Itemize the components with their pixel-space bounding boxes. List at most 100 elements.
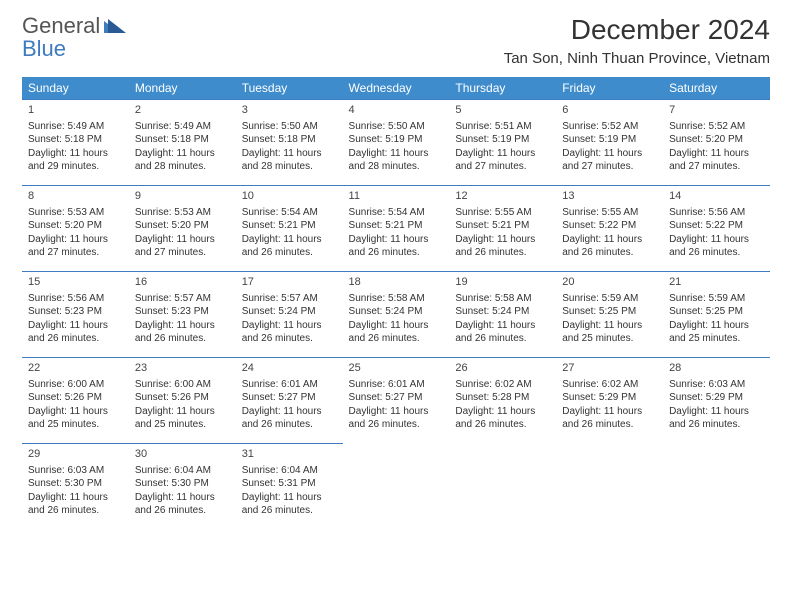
sunrise-line: Sunrise: 5:52 AM	[562, 120, 657, 134]
calendar-day-cell: 14Sunrise: 5:56 AMSunset: 5:22 PMDayligh…	[663, 186, 770, 272]
day-number: 15	[28, 275, 123, 290]
sunset-line: Sunset: 5:18 PM	[242, 133, 337, 147]
calendar-day-cell: 27Sunrise: 6:02 AMSunset: 5:29 PMDayligh…	[556, 358, 663, 444]
calendar-day-cell: 23 Sunrise: 6:00 AMSunset: 5:26 PMDayligh…	[129, 358, 236, 444]
day-number: 17	[242, 275, 337, 290]
daylight-line: Daylight: 11 hours and 26 minutes.	[669, 233, 764, 260]
calendar-day-cell: 12Sunrise: 5:55 AMSunset: 5:21 PMDayligh…	[449, 186, 556, 272]
sunset-line: Sunset: 5:23 PM	[28, 305, 123, 319]
sunrise-line: Sunrise: 6:04 AM	[242, 464, 337, 478]
day-number: 8	[28, 189, 123, 204]
calendar-day-cell: 16Sunrise: 5:57 AMSunset: 5:23 PMDayligh…	[129, 272, 236, 358]
daylight-line: Daylight: 11 hours and 26 minutes.	[455, 233, 550, 260]
calendar-day-cell: 31Sunrise: 6:04 AMSunset: 5:31 PMDayligh…	[236, 444, 343, 530]
sunrise-line: Sunrise: 5:55 AM	[562, 206, 657, 220]
day-number: 24	[242, 361, 337, 376]
day-number: 23	[135, 361, 230, 376]
sunrise-line: Sunrise: 5:53 AM	[28, 206, 123, 220]
day-header: Sunday	[22, 77, 129, 100]
calendar-day-cell: 2Sunrise: 5:49 AMSunset: 5:18 PMDaylight…	[129, 100, 236, 186]
sunrise-line: Sunrise: 6:00 AM	[135, 378, 230, 392]
day-number: 13	[562, 189, 657, 204]
calendar-day-cell: 1Sunrise: 5:49 AMSunset: 5:18 PMDaylight…	[22, 100, 129, 186]
sunset-line: Sunset: 5:25 PM	[562, 305, 657, 319]
calendar-day-cell: 4Sunrise: 5:50 AMSunset: 5:19 PMDaylight…	[343, 100, 450, 186]
title-block: December 2024 Tan Son, Ninh Thuan Provin…	[504, 14, 770, 67]
sunset-line: Sunset: 5:22 PM	[669, 219, 764, 233]
daylight-line: Daylight: 11 hours and 28 minutes.	[242, 147, 337, 174]
calendar-week-row: 8Sunrise: 5:53 AMSunset: 5:20 PMDaylight…	[22, 186, 770, 272]
daylight-line: Daylight: 11 hours and 26 minutes.	[349, 319, 444, 346]
calendar-day-cell: 24 Sunrise: 6:01 AMSunset: 5:27 PMDayligh…	[236, 358, 343, 444]
daylight-line: Daylight: 11 hours and 26 minutes.	[669, 405, 764, 432]
sunrise-line: Sunrise: 5:51 AM	[455, 120, 550, 134]
daylight-line: Daylight: 11 hours and 28 minutes.	[135, 147, 230, 174]
sunset-line: Sunset: 5:27 PM	[242, 391, 337, 405]
logo: General Blue	[22, 14, 126, 60]
calendar-week-row: 15Sunrise: 5:56 AMSunset: 5:23 PMDayligh…	[22, 272, 770, 358]
daylight-line: Daylight: 11 hours and 25 minutes.	[135, 405, 230, 432]
sunset-line: Sunset: 5:27 PM	[349, 391, 444, 405]
day-number: 9	[135, 189, 230, 204]
daylight-line: Daylight: 11 hours and 28 minutes.	[349, 147, 444, 174]
calendar-day-cell: 25Sunrise: 6:01 AMSunset: 5:27 PMDayligh…	[343, 358, 450, 444]
sunrise-line: Sunrise: 5:55 AM	[455, 206, 550, 220]
daylight-line: Daylight: 11 hours and 26 minutes.	[242, 491, 337, 518]
day-number: 26	[455, 361, 550, 376]
sunrise-line: Sunrise: 5:49 AM	[28, 120, 123, 134]
sunset-line: Sunset: 5:26 PM	[135, 391, 230, 405]
calendar-day-cell: 22Sunrise: 6:00 AMSunset: 5:26 PMDayligh…	[22, 358, 129, 444]
daylight-line: Daylight: 11 hours and 26 minutes.	[455, 405, 550, 432]
sunrise-line: Sunrise: 5:58 AM	[455, 292, 550, 306]
sunrise-line: Sunrise: 5:58 AM	[349, 292, 444, 306]
sunset-line: Sunset: 5:24 PM	[349, 305, 444, 319]
calendar-empty-cell	[663, 444, 770, 530]
sunrise-line: Sunrise: 6:03 AM	[669, 378, 764, 392]
sunrise-line: Sunrise: 5:49 AM	[135, 120, 230, 134]
calendar-day-cell: 11Sunrise: 5:54 AMSunset: 5:21 PMDayligh…	[343, 186, 450, 272]
sunrise-line: Sunrise: 5:54 AM	[242, 206, 337, 220]
sunrise-line: Sunrise: 6:01 AM	[242, 378, 337, 392]
logo-text-blue: Blue	[22, 37, 126, 60]
daylight-line: Daylight: 11 hours and 26 minutes.	[242, 405, 337, 432]
daylight-line: Daylight: 11 hours and 25 minutes.	[562, 319, 657, 346]
calendar-day-cell: 26Sunrise: 6:02 AMSunset: 5:28 PMDayligh…	[449, 358, 556, 444]
day-number: 25	[349, 361, 444, 376]
daylight-line: Daylight: 11 hours and 27 minutes.	[562, 147, 657, 174]
daylight-line: Daylight: 11 hours and 26 minutes.	[135, 319, 230, 346]
sunset-line: Sunset: 5:20 PM	[28, 219, 123, 233]
page-header: General Blue December 2024 Tan Son, Ninh…	[22, 14, 770, 67]
sunset-line: Sunset: 5:29 PM	[562, 391, 657, 405]
calendar-empty-cell	[449, 444, 556, 530]
calendar-day-cell: 17Sunrise: 5:57 AMSunset: 5:24 PMDayligh…	[236, 272, 343, 358]
daylight-line: Daylight: 11 hours and 27 minutes.	[28, 233, 123, 260]
day-number: 27	[562, 361, 657, 376]
daylight-line: Daylight: 11 hours and 26 minutes.	[28, 319, 123, 346]
day-number: 1	[28, 103, 123, 118]
calendar-day-cell: 9Sunrise: 5:53 AMSunset: 5:20 PMDaylight…	[129, 186, 236, 272]
calendar-day-cell: 19Sunrise: 5:58 AMSunset: 5:24 PMDayligh…	[449, 272, 556, 358]
sunset-line: Sunset: 5:19 PM	[349, 133, 444, 147]
day-header: Saturday	[663, 77, 770, 100]
calendar-day-cell: 28Sunrise: 6:03 AMSunset: 5:29 PMDayligh…	[663, 358, 770, 444]
sunrise-line: Sunrise: 6:02 AM	[455, 378, 550, 392]
sunrise-line: Sunrise: 5:56 AM	[28, 292, 123, 306]
sunrise-line: Sunrise: 5:53 AM	[135, 206, 230, 220]
logo-triangle-icon	[104, 19, 126, 33]
sunrise-line: Sunrise: 6:04 AM	[135, 464, 230, 478]
sunset-line: Sunset: 5:29 PM	[669, 391, 764, 405]
day-number: 16	[135, 275, 230, 290]
calendar-day-cell: 3Sunrise: 5:50 AMSunset: 5:18 PMDaylight…	[236, 100, 343, 186]
daylight-line: Daylight: 11 hours and 26 minutes.	[349, 233, 444, 260]
calendar-day-cell: 10Sunrise: 5:54 AMSunset: 5:21 PMDayligh…	[236, 186, 343, 272]
location-subtitle: Tan Son, Ninh Thuan Province, Vietnam	[504, 50, 770, 67]
day-number: 30	[135, 447, 230, 462]
day-header: Monday	[129, 77, 236, 100]
sunrise-line: Sunrise: 6:00 AM	[28, 378, 123, 392]
sunset-line: Sunset: 5:22 PM	[562, 219, 657, 233]
sunrise-line: Sunrise: 5:54 AM	[349, 206, 444, 220]
sunset-line: Sunset: 5:18 PM	[28, 133, 123, 147]
sunset-line: Sunset: 5:19 PM	[562, 133, 657, 147]
calendar-week-row: 22Sunrise: 6:00 AMSunset: 5:26 PMDayligh…	[22, 358, 770, 444]
day-number: 2	[135, 103, 230, 118]
